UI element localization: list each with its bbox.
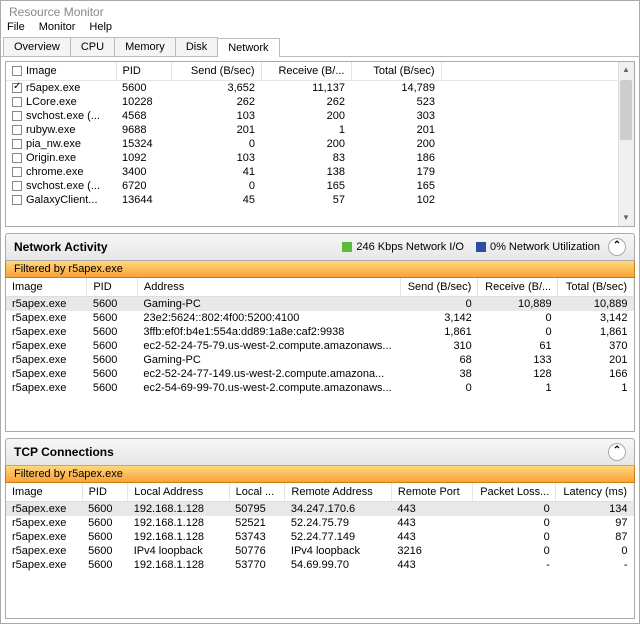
row-checkbox[interactable] (12, 181, 22, 191)
col-local-port[interactable]: Local ... (229, 483, 285, 502)
section-title: TCP Connections (14, 445, 114, 459)
activity-row[interactable]: r5apex.exe560023e2:5624::802:4f00:5200:4… (6, 311, 634, 325)
col-remote-address[interactable]: Remote Address (285, 483, 391, 502)
col-pid[interactable]: PID (82, 483, 128, 502)
process-row[interactable]: GalaxyClient...136444557102 (6, 193, 634, 207)
filter-bar-tcp: Filtered by r5apex.exe (5, 466, 635, 483)
col-image[interactable]: Image (6, 278, 87, 297)
scroll-down-icon[interactable]: ▼ (618, 210, 634, 226)
row-checkbox[interactable] (12, 97, 22, 107)
scrollbar-thumb[interactable] (620, 80, 632, 140)
activity-row[interactable]: r5apex.exe5600Gaming-PC68133201 (6, 353, 634, 367)
process-network-grid[interactable]: Image PID Send (B/sec) Receive (B/... To… (5, 61, 635, 227)
network-util-label: 0% Network Utilization (490, 241, 600, 253)
col-pid[interactable]: PID (116, 62, 171, 81)
row-checkbox[interactable] (12, 167, 22, 177)
menu-file[interactable]: File (7, 21, 25, 33)
window-title: Resource Monitor (1, 1, 639, 19)
col-local-address[interactable]: Local Address (128, 483, 229, 502)
process-row[interactable]: rubyw.exe96882011201 (6, 123, 634, 137)
grid-header-row: Image PID Send (B/sec) Receive (B/... To… (6, 62, 634, 81)
grid-header-row: Image PID Local Address Local ... Remote… (6, 483, 634, 502)
activity-row[interactable]: r5apex.exe5600Gaming-PC010,88910,889 (6, 297, 634, 312)
col-image[interactable]: Image (26, 65, 57, 77)
tcp-connections-grid[interactable]: Image PID Local Address Local ... Remote… (5, 483, 635, 619)
activity-row[interactable]: r5apex.exe5600ec2-54-69-99-70.us-west-2.… (6, 381, 634, 395)
process-row[interactable]: chrome.exe340041138179 (6, 165, 634, 179)
col-total[interactable]: Total (B/sec) (558, 278, 634, 297)
col-address[interactable]: Address (137, 278, 400, 297)
row-checkbox[interactable] (12, 153, 22, 163)
network-io-label: 246 Kbps Network I/O (356, 241, 464, 253)
col-pid[interactable]: PID (87, 278, 138, 297)
row-checkbox[interactable] (12, 83, 22, 93)
legend-green-icon (342, 242, 352, 252)
col-total[interactable]: Total (B/sec) (351, 62, 441, 81)
tab-memory[interactable]: Memory (114, 37, 176, 56)
collapse-icon[interactable]: ⌃ (608, 443, 626, 461)
legend-blue-icon (476, 242, 486, 252)
scroll-up-icon[interactable]: ▲ (618, 62, 634, 78)
process-row[interactable]: LCore.exe10228262262523 (6, 95, 634, 109)
row-checkbox[interactable] (12, 125, 22, 135)
tcp-row[interactable]: r5apex.exe5600192.168.1.1285252152.24.75… (6, 516, 634, 530)
grid-header-row: Image PID Address Send (B/sec) Receive (… (6, 278, 634, 297)
activity-row[interactable]: r5apex.exe56003ffb:ef0f:b4e1:554a:dd89:1… (6, 325, 634, 339)
process-row[interactable]: svchost.exe (...4568103200303 (6, 109, 634, 123)
col-remote-port[interactable]: Remote Port (391, 483, 472, 502)
tab-cpu[interactable]: CPU (70, 37, 115, 56)
tcp-row[interactable]: r5apex.exe5600192.168.1.1285377054.69.99… (6, 558, 634, 572)
col-send[interactable]: Send (B/sec) (171, 62, 261, 81)
tcp-row[interactable]: r5apex.exe5600192.168.1.1285079534.247.1… (6, 502, 634, 517)
col-recv[interactable]: Receive (B/... (261, 62, 351, 81)
process-row[interactable]: r5apex.exe56003,65211,13714,789 (6, 81, 634, 96)
tab-bar: Overview CPU Memory Disk Network (1, 37, 639, 57)
network-activity-header[interactable]: Network Activity 246 Kbps Network I/O 0%… (5, 233, 635, 261)
tab-network[interactable]: Network (217, 38, 279, 57)
tab-disk[interactable]: Disk (175, 37, 218, 56)
scrollbar[interactable]: ▲ ▼ (618, 62, 634, 226)
network-activity-grid[interactable]: Image PID Address Send (B/sec) Receive (… (5, 278, 635, 432)
col-send[interactable]: Send (B/sec) (400, 278, 477, 297)
row-checkbox[interactable] (12, 139, 22, 149)
filter-bar-activity: Filtered by r5apex.exe (5, 261, 635, 278)
process-row[interactable]: svchost.exe (...67200165165 (6, 179, 634, 193)
tcp-row[interactable]: r5apex.exe5600192.168.1.1285374352.24.77… (6, 530, 634, 544)
menu-bar: File Monitor Help (1, 19, 639, 37)
process-row[interactable]: pia_nw.exe153240200200 (6, 137, 634, 151)
col-recv[interactable]: Receive (B/... (478, 278, 558, 297)
tcp-connections-header[interactable]: TCP Connections ⌃ (5, 438, 635, 466)
process-row[interactable]: Origin.exe109210383186 (6, 151, 634, 165)
section-title: Network Activity (14, 240, 108, 254)
col-latency[interactable]: Latency (ms) (556, 483, 634, 502)
menu-monitor[interactable]: Monitor (39, 21, 76, 33)
row-checkbox[interactable] (12, 111, 22, 121)
activity-row[interactable]: r5apex.exe5600ec2-52-24-77-149.us-west-2… (6, 367, 634, 381)
row-checkbox[interactable] (12, 195, 22, 205)
select-all-checkbox[interactable] (12, 66, 22, 76)
collapse-icon[interactable]: ⌃ (608, 238, 626, 256)
activity-row[interactable]: r5apex.exe5600ec2-52-24-75-79.us-west-2.… (6, 339, 634, 353)
col-image[interactable]: Image (6, 483, 82, 502)
tab-overview[interactable]: Overview (3, 37, 71, 56)
menu-help[interactable]: Help (89, 21, 112, 33)
tcp-row[interactable]: r5apex.exe5600IPv4 loopback50776IPv4 loo… (6, 544, 634, 558)
col-packet-loss[interactable]: Packet Loss... (473, 483, 556, 502)
